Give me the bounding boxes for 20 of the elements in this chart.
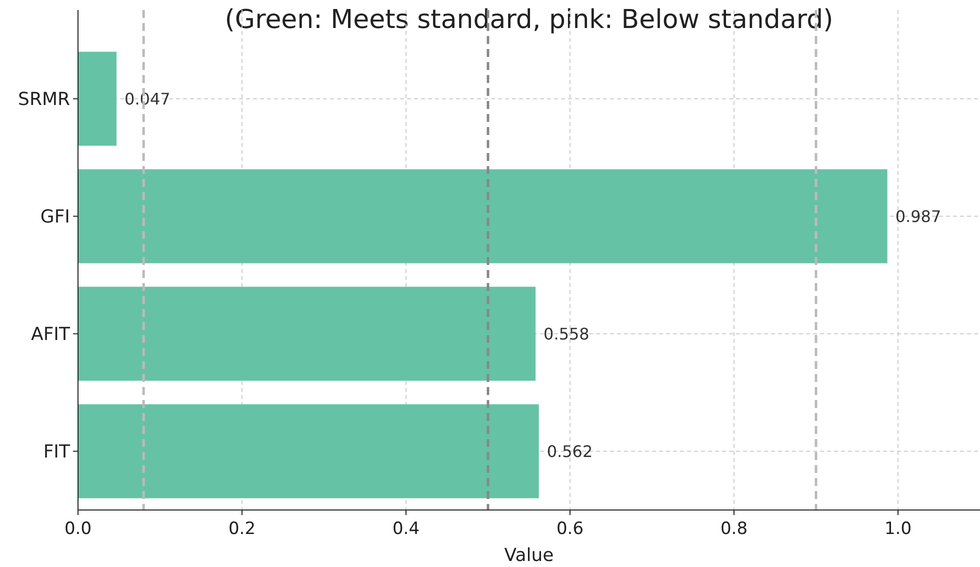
- x-tick-label: 0.2: [228, 519, 256, 539]
- y-tick-label: FIT: [43, 442, 71, 463]
- data-label: 0.562: [546, 442, 593, 461]
- bar: [78, 286, 536, 381]
- bar: [78, 52, 117, 146]
- data-label: 0.047: [124, 89, 170, 108]
- x-axis-title: Value: [504, 545, 554, 566]
- chart-title: (Green: Meets standard, pink: Below standard): [224, 5, 834, 35]
- y-tick-label: GFI: [40, 206, 70, 228]
- x-tick-label: 0.6: [556, 519, 584, 539]
- x-tick-label: 0.8: [720, 519, 748, 539]
- x-tick-label: 0.4: [392, 519, 420, 539]
- bar: [78, 404, 539, 498]
- x-tick-label: 0.0: [64, 519, 92, 539]
- y-tick-label: SRMR: [18, 89, 70, 110]
- bar: [78, 169, 888, 264]
- data-label: 0.558: [544, 324, 590, 344]
- y-tick-label: AFIT: [31, 324, 71, 346]
- data-label: 0.987: [895, 206, 942, 226]
- x-tick-label: 1.0: [884, 519, 912, 539]
